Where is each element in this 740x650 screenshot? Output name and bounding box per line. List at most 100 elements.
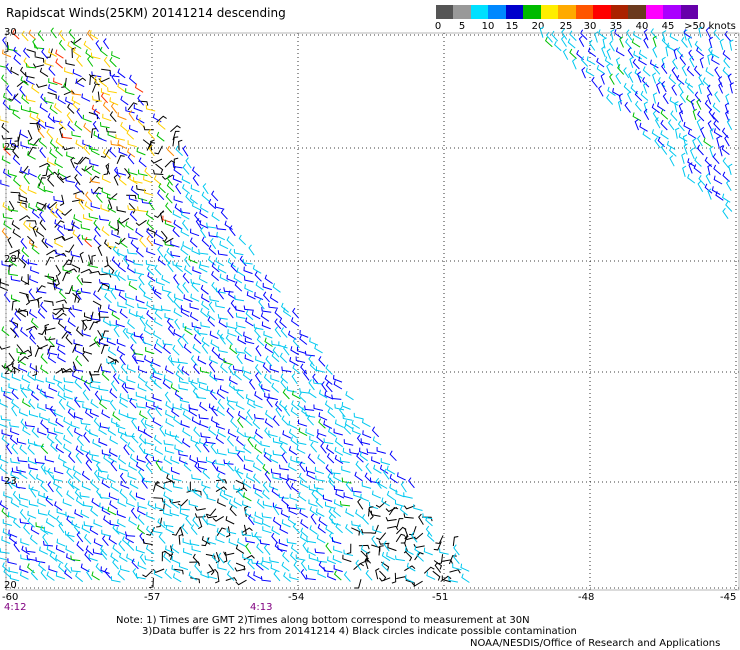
wind-barb bbox=[270, 468, 281, 475]
wind-barb bbox=[74, 378, 82, 389]
wind-barb bbox=[180, 403, 190, 412]
wind-barb bbox=[688, 49, 695, 61]
wind-barb bbox=[135, 295, 145, 304]
wind-barb bbox=[724, 110, 730, 122]
wind-barb bbox=[273, 504, 280, 516]
wind-barb bbox=[391, 572, 397, 584]
wind-barb bbox=[52, 314, 63, 320]
wind-barb bbox=[305, 428, 315, 437]
wind-barb bbox=[192, 516, 200, 528]
wind-barb bbox=[200, 226, 207, 238]
wind-barb bbox=[84, 236, 93, 248]
wind-barb bbox=[205, 513, 218, 519]
wind-barb bbox=[248, 244, 255, 256]
wind-barb bbox=[448, 555, 457, 565]
wind-barb bbox=[147, 408, 154, 420]
wind-barb bbox=[135, 114, 145, 124]
wind-barb bbox=[100, 549, 108, 560]
wind-barb bbox=[63, 325, 73, 336]
wind-barb bbox=[99, 399, 108, 410]
wind-barb bbox=[425, 516, 433, 527]
wind-barb bbox=[334, 437, 344, 448]
wind-barb bbox=[179, 509, 189, 517]
wind-barb bbox=[76, 435, 84, 447]
wind-barb bbox=[10, 458, 21, 464]
wind-barb bbox=[74, 488, 82, 500]
wind-barb bbox=[86, 311, 94, 322]
wind-barb bbox=[42, 533, 49, 545]
wind-barb bbox=[271, 352, 280, 363]
lat-label: 28 bbox=[4, 254, 17, 265]
wind-barb bbox=[365, 462, 372, 475]
wind-barb bbox=[3, 491, 13, 499]
wind-barb bbox=[704, 99, 712, 111]
wind-barb bbox=[153, 379, 162, 390]
wind-barb bbox=[245, 394, 255, 403]
wind-barb bbox=[8, 264, 14, 275]
wind-barb bbox=[178, 377, 189, 384]
wind-barb bbox=[411, 580, 423, 587]
wind-barb bbox=[129, 480, 139, 489]
wind-barb bbox=[452, 553, 460, 565]
wind-barb bbox=[3, 168, 12, 178]
wind-barb bbox=[164, 219, 174, 228]
wind-barb bbox=[418, 513, 424, 525]
wind-barb bbox=[332, 537, 342, 545]
wind-barb bbox=[274, 318, 282, 330]
wind-barb bbox=[216, 389, 225, 400]
wind-barb bbox=[47, 203, 55, 214]
wind-barb bbox=[223, 490, 233, 498]
wind-barb bbox=[188, 407, 198, 417]
wind-barb bbox=[74, 396, 81, 408]
wind-barb bbox=[676, 75, 685, 85]
wind-barb bbox=[182, 547, 193, 556]
wind-barb bbox=[292, 307, 300, 319]
wind-barb bbox=[281, 452, 288, 464]
wind-barb bbox=[42, 166, 49, 177]
wind-barb bbox=[126, 540, 135, 551]
wind-barb bbox=[254, 391, 263, 401]
wind-barb bbox=[387, 543, 397, 552]
wind-barb bbox=[155, 339, 164, 349]
wind-barb bbox=[245, 309, 254, 321]
wind-barb bbox=[681, 152, 686, 164]
wind-barb bbox=[312, 379, 323, 385]
wind-barb bbox=[286, 538, 297, 545]
wind-barb bbox=[278, 436, 288, 445]
wind-barb bbox=[91, 571, 100, 581]
wind-barb bbox=[38, 561, 47, 572]
wind-barb bbox=[355, 509, 364, 519]
wind-barb bbox=[76, 274, 83, 286]
wind-barb bbox=[242, 479, 252, 489]
wind-barb bbox=[133, 177, 143, 184]
wind-barb bbox=[145, 104, 156, 112]
wind-barb bbox=[660, 109, 669, 120]
wind-barb bbox=[128, 462, 138, 471]
wind-barb bbox=[389, 483, 398, 493]
wind-barb bbox=[328, 514, 336, 526]
wind-barb bbox=[55, 252, 67, 258]
wind-barb bbox=[20, 538, 30, 546]
wind-barb bbox=[696, 46, 705, 57]
wind-barb bbox=[145, 346, 155, 355]
wind-barb bbox=[68, 306, 76, 318]
wind-barb bbox=[56, 508, 66, 516]
wind-barb bbox=[235, 347, 246, 354]
colorbar-swatch bbox=[488, 5, 506, 19]
wind-barb bbox=[305, 411, 316, 418]
wind-barb bbox=[262, 489, 270, 500]
wind-barb bbox=[698, 26, 703, 38]
wind-barb bbox=[228, 364, 235, 376]
wind-barb bbox=[216, 406, 225, 417]
wind-barb bbox=[123, 255, 130, 267]
wind-barb bbox=[714, 66, 721, 78]
wind-barb bbox=[47, 468, 54, 479]
wind-barb bbox=[404, 546, 414, 555]
wind-barb bbox=[206, 494, 216, 502]
wind-barb bbox=[198, 414, 209, 420]
wind-barb bbox=[298, 392, 307, 403]
wind-barb bbox=[306, 470, 316, 480]
wind-barb bbox=[0, 179, 10, 187]
wind-barb bbox=[237, 416, 244, 429]
wind-barb bbox=[18, 408, 28, 417]
